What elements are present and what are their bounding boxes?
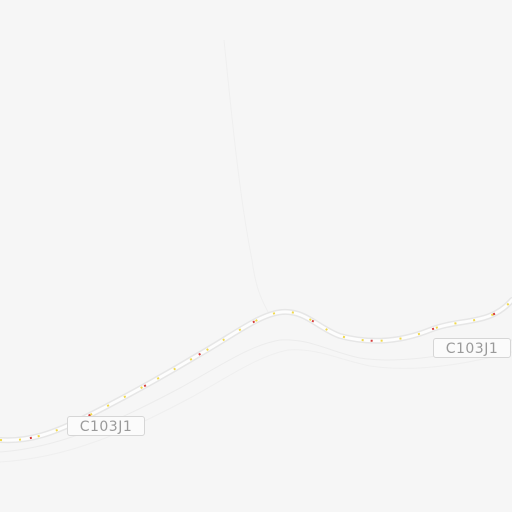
road-label-c103j1[interactable]: C103J1 bbox=[433, 338, 511, 358]
contour-line bbox=[0, 349, 512, 463]
faint-track bbox=[223, 39, 269, 313]
road-label-c103j1[interactable]: C103J1 bbox=[67, 416, 145, 436]
